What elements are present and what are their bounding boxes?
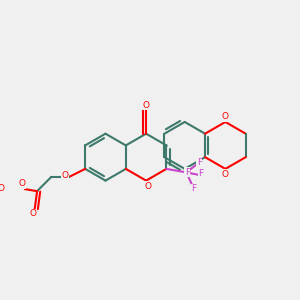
Text: O: O — [0, 184, 5, 193]
Text: F: F — [197, 158, 202, 167]
Text: O: O — [18, 179, 25, 188]
Text: O: O — [144, 182, 151, 191]
Text: F: F — [191, 184, 196, 193]
Text: O: O — [30, 209, 37, 218]
Text: O: O — [142, 100, 150, 109]
Text: F: F — [185, 168, 190, 177]
Text: O: O — [62, 171, 69, 180]
Text: O: O — [222, 169, 229, 178]
Text: F: F — [198, 169, 203, 178]
Text: O: O — [222, 112, 229, 121]
